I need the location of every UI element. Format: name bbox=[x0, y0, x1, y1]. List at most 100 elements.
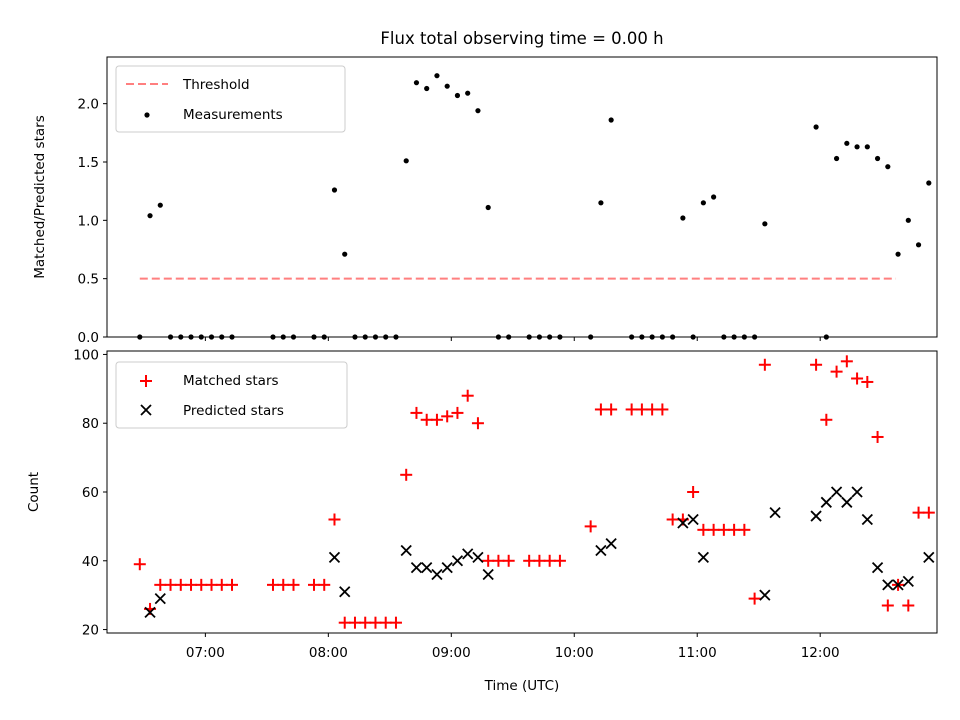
predicted-star-point bbox=[451, 555, 464, 567]
matched-star-point bbox=[902, 599, 915, 612]
counts-panel: 20 40 60 80 100 07:00 08:00 09:00 10:00 11:00 12:0… bbox=[26, 347, 938, 694]
matched-star-point bbox=[656, 403, 669, 416]
matched-star-point bbox=[195, 578, 208, 591]
matched-star-point bbox=[881, 599, 894, 612]
predicted-star-point bbox=[830, 486, 843, 498]
measurement-point bbox=[844, 140, 850, 146]
legend-threshold-label: Threshold bbox=[182, 77, 250, 93]
matched-star-point bbox=[492, 554, 505, 567]
matched-star-point bbox=[174, 578, 187, 591]
predicted-star-point bbox=[759, 589, 771, 601]
measurement-point bbox=[598, 200, 604, 206]
matched-star-point bbox=[359, 616, 372, 629]
legend-measurements-label: Measurements bbox=[183, 107, 283, 123]
predicted-star-point bbox=[820, 496, 832, 508]
counts-series-layer bbox=[133, 355, 935, 629]
matched-star-point bbox=[728, 523, 741, 536]
matched-star-point bbox=[625, 403, 638, 416]
ratio-axis-ticks: 0.0 0.5 1.0 1.5 2.0 bbox=[78, 97, 821, 346]
predicted-star-point bbox=[861, 513, 873, 526]
predicted-star-point bbox=[902, 575, 914, 588]
measurement-point bbox=[608, 117, 614, 123]
matched-star-point bbox=[748, 592, 761, 605]
matched-star-point bbox=[758, 358, 771, 371]
predicted-star-point bbox=[462, 548, 474, 560]
matched-star-point bbox=[348, 616, 361, 629]
matched-star-point bbox=[400, 468, 413, 481]
matched-star-point bbox=[912, 506, 925, 519]
matched-star-point bbox=[922, 506, 935, 519]
matched-star-point bbox=[861, 375, 874, 388]
ratio-legend: Threshold Measurements bbox=[115, 65, 346, 133]
counts-x-tick-label: 10:00 bbox=[555, 645, 594, 661]
measurement-point bbox=[465, 90, 471, 96]
counts-x-tick-label: 09:00 bbox=[432, 645, 471, 661]
ratio-plot-frame bbox=[106, 56, 938, 338]
matched-star-point bbox=[133, 558, 146, 571]
counts-y-tick-label: 60 bbox=[82, 485, 99, 501]
legend-matched-swatch bbox=[140, 375, 152, 387]
predicted-star-point bbox=[339, 586, 351, 598]
matched-star-point bbox=[553, 554, 566, 567]
matched-star-point bbox=[154, 578, 167, 591]
measurement-point bbox=[885, 164, 891, 170]
matched-star-point bbox=[441, 410, 454, 423]
counts-y-axis-label: Count bbox=[26, 472, 42, 512]
predicted-star-point bbox=[595, 544, 607, 557]
counts-x-tick-label: 08:00 bbox=[309, 645, 348, 661]
matched-star-point bbox=[738, 523, 751, 536]
matched-star-point bbox=[687, 486, 700, 498]
matched-star-point bbox=[594, 403, 607, 416]
matched-star-point bbox=[851, 372, 864, 385]
measurement-point bbox=[926, 180, 932, 186]
predicted-star-point bbox=[472, 551, 484, 563]
matched-star-point bbox=[410, 406, 423, 419]
measurement-point bbox=[444, 83, 450, 89]
predicted-star-point bbox=[687, 513, 699, 526]
matched-star-point bbox=[430, 413, 443, 426]
predicted-star-point bbox=[882, 579, 894, 591]
measurement-point bbox=[895, 251, 901, 257]
counts-x-axis-label: Time (UTC) bbox=[484, 678, 560, 694]
legend-predicted-label: Predicted stars bbox=[183, 403, 284, 419]
predicted-star-point bbox=[144, 606, 156, 619]
legend-matched-label: Matched stars bbox=[183, 373, 279, 389]
ratio-y-axis-label: Matched/Predicted stars bbox=[32, 115, 48, 278]
predicted-star-point bbox=[328, 551, 341, 563]
ratio-legend-box bbox=[115, 65, 346, 133]
matched-star-point bbox=[523, 554, 536, 567]
predicted-star-point bbox=[677, 517, 689, 529]
chart-title: Flux total observing time = 0.00 h bbox=[380, 29, 663, 48]
measurement-point bbox=[874, 155, 881, 162]
predicted-star-point bbox=[482, 568, 494, 581]
counts-y-tick-label: 40 bbox=[82, 554, 99, 570]
ratio-y-tick-label: 0.5 bbox=[78, 272, 99, 288]
matched-star-point bbox=[164, 578, 177, 591]
matched-star-point bbox=[215, 578, 228, 591]
matched-star-point bbox=[717, 523, 730, 536]
measurement-point bbox=[854, 144, 860, 150]
matched-star-point bbox=[707, 523, 720, 536]
matched-star-point bbox=[820, 413, 833, 426]
predicted-star-point bbox=[421, 562, 433, 574]
predicted-star-point bbox=[923, 551, 935, 563]
legend-predicted-swatch bbox=[140, 404, 152, 416]
measurement-point bbox=[813, 124, 819, 130]
measurement-point bbox=[454, 92, 461, 99]
predicted-star-point bbox=[431, 568, 443, 581]
counts-y-tick-label: 80 bbox=[82, 416, 99, 432]
counts-plot-frame bbox=[106, 350, 938, 634]
matched-star-point bbox=[840, 355, 853, 368]
ratio-y-tick-label: 2.0 bbox=[78, 97, 99, 113]
counts-x-tick-label: 11:00 bbox=[678, 645, 717, 661]
matched-star-point bbox=[666, 513, 679, 526]
ratio-y-tick-label: 0.0 bbox=[78, 330, 99, 346]
matched-star-point bbox=[267, 578, 279, 591]
matched-star-point bbox=[369, 616, 382, 629]
predicted-star-point bbox=[605, 537, 617, 550]
matched-star-point bbox=[277, 578, 290, 591]
matched-star-point bbox=[461, 389, 474, 402]
matched-star-point bbox=[226, 578, 239, 591]
measurement-point bbox=[157, 202, 163, 208]
matched-star-point bbox=[287, 578, 300, 591]
